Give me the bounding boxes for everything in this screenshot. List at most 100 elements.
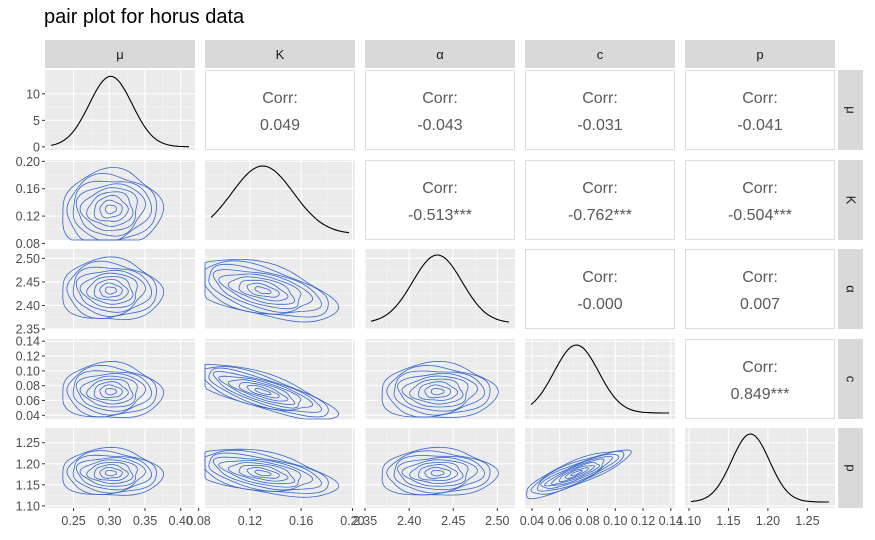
contour-line xyxy=(424,384,452,399)
y-tick-label: 0.12 xyxy=(16,350,40,364)
x-tick-label: 1.20 xyxy=(756,514,780,528)
density-curve xyxy=(530,344,669,414)
y-axis-4: 1.10 1.15 1.20 1.25 xyxy=(16,436,45,513)
contour-line xyxy=(99,199,123,219)
contour-line xyxy=(409,378,464,405)
contour-line xyxy=(79,272,138,309)
contour-line xyxy=(401,375,469,408)
corr-label: Corr: xyxy=(582,269,618,286)
contour-line xyxy=(218,273,302,310)
corr-value: 0.007 xyxy=(740,296,780,313)
contour-line xyxy=(218,460,302,488)
panel-1-1 xyxy=(205,160,355,240)
contour-line xyxy=(86,276,134,305)
panel-bg xyxy=(685,428,835,508)
contour-line xyxy=(238,381,289,402)
corr-value: -0.504*** xyxy=(728,207,792,224)
corr-panel-bg xyxy=(685,339,835,419)
contour-line xyxy=(570,469,583,476)
corr-panel-bg xyxy=(205,70,355,150)
strip-top-bg xyxy=(365,40,515,68)
corr-value: -0.041 xyxy=(737,117,782,134)
contour-line xyxy=(104,204,117,215)
strip-right-bg xyxy=(838,339,863,419)
panel-2-4: Corr: 0.007 xyxy=(685,249,835,329)
panel-0-0 xyxy=(45,70,195,150)
contour-line xyxy=(254,286,272,295)
contour-line xyxy=(526,449,632,500)
corr-value: -0.762*** xyxy=(568,207,632,224)
y-tick-label: 1.10 xyxy=(16,499,40,513)
y-tick-label: 5 xyxy=(33,114,40,128)
contour-line xyxy=(564,467,589,479)
density-curve xyxy=(690,433,829,503)
contour-line xyxy=(104,286,117,295)
panel-0-4: Corr: -0.041 xyxy=(685,70,835,150)
contour-line xyxy=(386,450,491,496)
contour-line xyxy=(104,470,117,477)
corr-panel-bg xyxy=(685,160,835,240)
corr-label: Corr: xyxy=(742,269,778,286)
panel-bg xyxy=(45,160,195,240)
y-tick-label: 0.04 xyxy=(16,409,40,423)
corr-label: Corr: xyxy=(742,359,778,376)
y-tick-label: 0.16 xyxy=(16,182,40,196)
corr-panel-bg xyxy=(525,70,675,150)
strip-right-2: α xyxy=(838,249,863,329)
x-tick-label: 0.04 xyxy=(520,514,544,528)
y-tick-label: 2.45 xyxy=(16,275,40,289)
contour-line xyxy=(62,446,165,496)
y-tick-label: 0.14 xyxy=(16,335,40,349)
panel-4-4 xyxy=(685,428,835,508)
contour-line xyxy=(212,371,313,411)
y-tick-label: 0.08 xyxy=(16,237,40,251)
contour-line xyxy=(66,172,157,241)
contour-line xyxy=(537,453,620,492)
contour-line xyxy=(397,373,478,412)
corr-label: Corr: xyxy=(422,180,458,197)
strip-top-bg xyxy=(205,40,355,68)
x-tick-label: 0.12 xyxy=(238,514,262,528)
corr-value: -0.043 xyxy=(417,117,462,134)
corr-value: -0.000 xyxy=(577,296,622,313)
corr-label: Corr: xyxy=(582,180,618,197)
panel-2-1 xyxy=(204,249,355,330)
contour-line xyxy=(62,167,165,241)
corr-panel-bg xyxy=(685,249,835,329)
contour-line xyxy=(386,364,491,418)
panel-3-0 xyxy=(45,339,195,419)
contour-line xyxy=(62,360,165,419)
contour-line xyxy=(93,279,129,301)
contour-line xyxy=(208,263,322,315)
contour-line xyxy=(62,256,165,320)
density-curve xyxy=(50,75,189,148)
corr-value: 0.049 xyxy=(260,117,300,134)
x-tick-label: 0.08 xyxy=(575,514,599,528)
contour-line xyxy=(75,457,146,491)
contour-line xyxy=(212,456,313,491)
x-tick-label: 2.50 xyxy=(485,514,509,528)
y-tick-label: 0.08 xyxy=(16,379,40,393)
strip-top-bg xyxy=(45,40,195,68)
y-tick-label: 10 xyxy=(26,87,40,101)
y-tick-label: 2.50 xyxy=(16,252,40,266)
contour-line xyxy=(409,462,464,484)
contour-line xyxy=(401,459,469,487)
contour-line xyxy=(86,378,134,405)
panel-1-2: Corr: -0.513*** xyxy=(365,160,515,240)
contour-line xyxy=(66,450,157,496)
contour-line xyxy=(430,388,445,396)
strip-top-1: K xyxy=(205,40,355,68)
x-tick-label: 0.06 xyxy=(548,514,572,528)
strip-right-bg xyxy=(838,428,863,508)
y-tick-label: 2.35 xyxy=(16,323,40,337)
panel-bg xyxy=(205,160,355,240)
density-curve xyxy=(370,254,510,323)
strip-right-label: K xyxy=(844,196,859,205)
y-tick-label: 2.40 xyxy=(16,299,40,313)
x-axis-0: 0.25 0.30 0.35 0.40 xyxy=(61,508,193,528)
strip-right-4: p xyxy=(838,428,863,508)
panel-4-3 xyxy=(525,428,675,508)
contour-line xyxy=(417,381,459,401)
y-axis-2: 2.35 2.40 2.45 2.50 xyxy=(16,252,45,337)
